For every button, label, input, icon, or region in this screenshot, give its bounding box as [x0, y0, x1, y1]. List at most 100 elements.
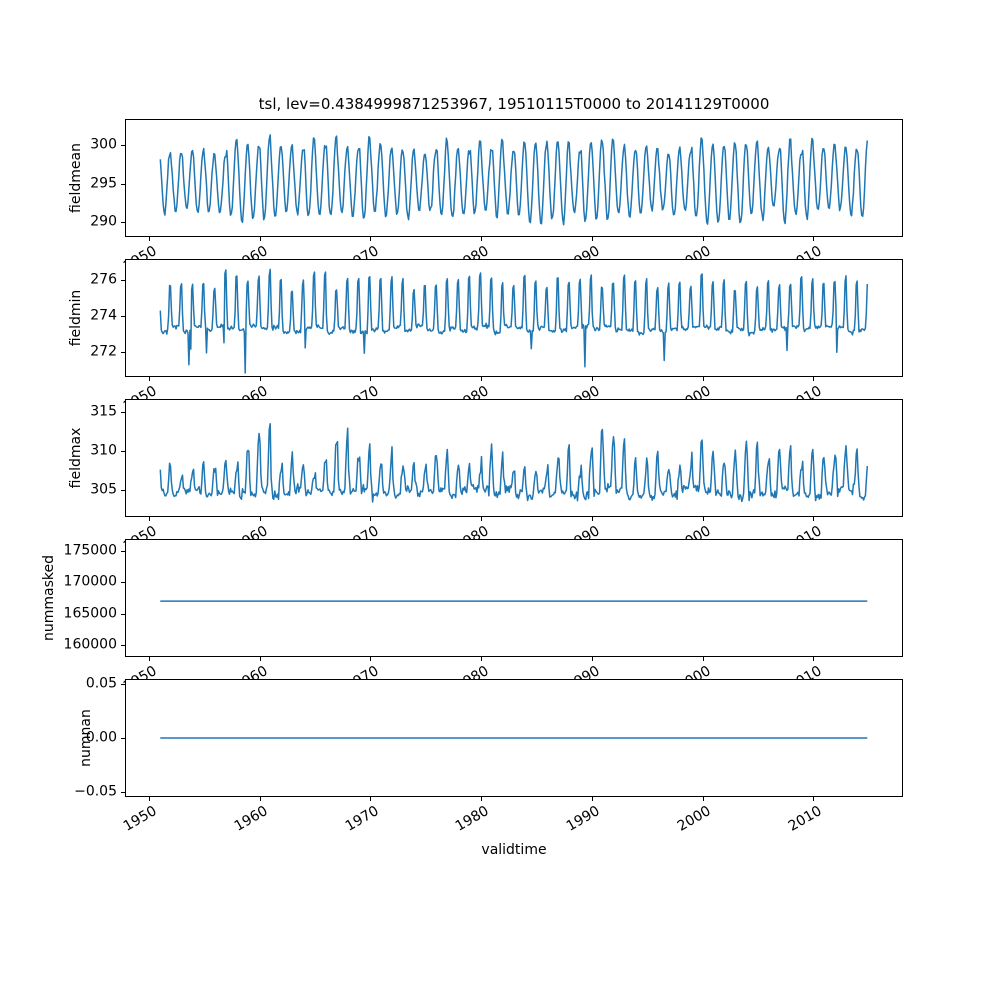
x-tick-label: 1980 — [453, 663, 493, 695]
x-tick-mark — [813, 517, 815, 521]
x-tick-label: 1960 — [231, 243, 271, 275]
y-axis-label-fieldmin: fieldmin — [68, 289, 84, 347]
y-tick-label: 274 — [90, 307, 117, 324]
x-tick-mark — [591, 517, 593, 521]
x-tick-label: 1980 — [453, 383, 493, 415]
y-tick-label: 0.00 — [85, 729, 117, 746]
series-line-fieldmean — [159, 134, 869, 226]
x-tick-mark — [148, 797, 150, 801]
x-tick-mark — [148, 657, 150, 661]
x-tick-mark — [481, 657, 483, 661]
y-tick-label: 0.05 — [85, 676, 117, 693]
x-tick-mark — [481, 797, 483, 801]
x-tick-label: 1990 — [563, 803, 603, 835]
x-tick-label: 1950 — [120, 383, 160, 415]
x-tick-label: 1970 — [342, 663, 382, 695]
y-tick-label: 170000 — [63, 574, 117, 591]
axes-fieldmax — [125, 399, 903, 517]
x-tick-mark — [370, 657, 372, 661]
y-tick-label: 305 — [90, 481, 117, 498]
y-tick-label: 276 — [90, 271, 117, 288]
x-tick-label: 1990 — [563, 663, 603, 695]
x-tick-label: 2000 — [674, 383, 714, 415]
axes-frame — [125, 399, 903, 517]
x-tick-mark — [148, 237, 150, 241]
x-tick-mark — [702, 517, 704, 521]
y-axis-label-numnan: numnan — [78, 709, 94, 767]
x-tick-mark — [591, 797, 593, 801]
y-tick-label: 315 — [90, 403, 117, 420]
x-tick-label: 2000 — [674, 663, 714, 695]
x-tick-label: 1990 — [563, 523, 603, 555]
y-tick-mark — [121, 644, 125, 646]
x-tick-label: 2000 — [674, 803, 714, 835]
x-tick-label: 1950 — [120, 243, 160, 275]
x-tick-mark — [591, 377, 593, 381]
x-tick-label: 2010 — [785, 803, 825, 835]
x-tick-mark — [259, 657, 261, 661]
x-tick-label: 1990 — [563, 243, 603, 275]
x-tick-label: 1970 — [342, 523, 382, 555]
axes-frame — [125, 679, 903, 797]
axes-numnan — [125, 679, 903, 797]
y-tick-label: 160000 — [63, 636, 117, 653]
x-tick-label: 1950 — [120, 663, 160, 695]
y-tick-mark — [121, 450, 125, 452]
axes-frame — [125, 539, 903, 657]
x-tick-label: 1960 — [231, 663, 271, 695]
x-tick-label: 1960 — [231, 523, 271, 555]
axes-nummasked — [125, 539, 903, 657]
series-line-fieldmin — [159, 268, 869, 374]
x-tick-mark — [813, 657, 815, 661]
y-tick-label: 175000 — [63, 542, 117, 559]
y-tick-label: 300 — [90, 136, 117, 153]
y-tick-mark — [121, 613, 125, 615]
axes-fieldmin — [125, 259, 903, 377]
x-tick-mark — [702, 377, 704, 381]
y-tick-mark — [121, 411, 125, 413]
x-tick-label: 2010 — [785, 523, 825, 555]
x-tick-label: 1950 — [120, 523, 160, 555]
x-tick-mark — [481, 517, 483, 521]
axes-frame — [125, 119, 903, 237]
y-axis-label-fieldmean: fieldmean — [68, 143, 84, 213]
x-tick-mark — [813, 797, 815, 801]
x-tick-label: 1950 — [120, 803, 160, 835]
x-tick-mark — [370, 517, 372, 521]
x-tick-mark — [591, 237, 593, 241]
axes-frame — [125, 259, 903, 377]
y-axis-label-nummasked: nummasked — [41, 554, 57, 642]
x-tick-mark — [481, 377, 483, 381]
y-axis-label-fieldmax: fieldmax — [68, 427, 84, 489]
x-tick-mark — [370, 377, 372, 381]
x-tick-mark — [813, 237, 815, 241]
x-tick-mark — [702, 237, 704, 241]
y-tick-label: −0.05 — [74, 783, 117, 800]
x-tick-mark — [370, 797, 372, 801]
x-tick-mark — [148, 517, 150, 521]
y-tick-mark — [121, 183, 125, 185]
y-tick-label: 272 — [90, 343, 117, 360]
x-axis-title: validtime — [481, 842, 547, 858]
y-tick-mark — [121, 145, 125, 147]
x-tick-label: 2010 — [785, 663, 825, 695]
x-tick-label: 1970 — [342, 383, 382, 415]
x-tick-label: 1990 — [563, 383, 603, 415]
x-tick-mark — [702, 797, 704, 801]
x-tick-label: 1980 — [453, 803, 493, 835]
x-tick-label: 1980 — [453, 243, 493, 275]
x-tick-mark — [259, 237, 261, 241]
x-tick-label: 1960 — [231, 803, 271, 835]
x-tick-mark — [591, 657, 593, 661]
x-tick-mark — [370, 237, 372, 241]
x-tick-label: 1960 — [231, 383, 271, 415]
y-tick-mark — [121, 551, 125, 552]
x-tick-label: 1970 — [342, 243, 382, 275]
x-tick-mark — [259, 517, 261, 521]
y-tick-mark — [121, 316, 125, 318]
y-tick-mark — [121, 221, 125, 223]
x-tick-label: 1980 — [453, 523, 493, 555]
x-tick-label: 2000 — [674, 523, 714, 555]
y-tick-mark — [121, 280, 125, 282]
series-line-fieldmax — [159, 422, 869, 503]
